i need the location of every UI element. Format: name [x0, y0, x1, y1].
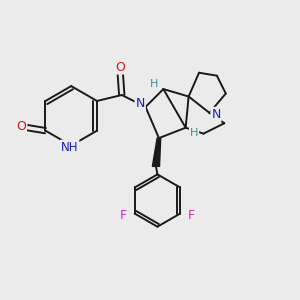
Text: H: H [190, 128, 198, 138]
Polygon shape [152, 138, 161, 166]
Text: N: N [136, 97, 145, 110]
Text: O: O [115, 61, 125, 74]
Text: F: F [188, 208, 195, 222]
Text: N: N [211, 108, 221, 121]
Text: NH: NH [61, 140, 79, 154]
Text: O: O [16, 120, 26, 133]
Text: F: F [120, 208, 127, 222]
Text: H: H [150, 79, 158, 89]
